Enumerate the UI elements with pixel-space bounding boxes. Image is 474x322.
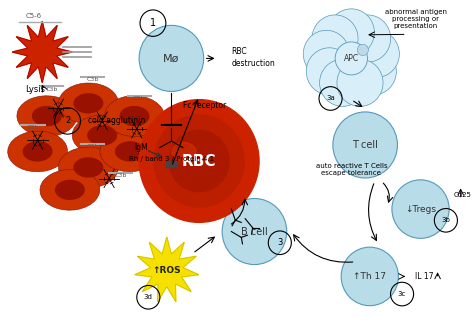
Ellipse shape	[306, 48, 352, 95]
Text: Lysis: Lysis	[25, 85, 46, 94]
Text: Rh / band 3 / Protein 4.1: Rh / band 3 / Protein 4.1	[129, 156, 214, 162]
Text: 3d: 3d	[144, 294, 153, 300]
Text: cold agglutinin: cold agglutinin	[88, 117, 146, 126]
Text: abnormal antigen
processing or
presentation: abnormal antigen processing or presentat…	[385, 9, 447, 29]
Ellipse shape	[139, 25, 204, 91]
Text: C3b: C3b	[27, 125, 39, 130]
Ellipse shape	[312, 15, 358, 62]
Text: APC: APC	[344, 54, 359, 63]
Text: B cell: B cell	[241, 227, 268, 237]
Text: destruction: destruction	[231, 60, 275, 68]
Text: C3b: C3b	[114, 173, 127, 178]
Ellipse shape	[23, 141, 53, 162]
Ellipse shape	[87, 125, 117, 146]
Ellipse shape	[333, 112, 398, 178]
Text: 3a: 3a	[326, 96, 335, 101]
Ellipse shape	[335, 42, 367, 75]
Ellipse shape	[357, 44, 368, 56]
Text: C5-6: C5-6	[26, 13, 42, 19]
Ellipse shape	[154, 115, 244, 207]
Ellipse shape	[105, 96, 164, 137]
Ellipse shape	[55, 180, 85, 200]
Ellipse shape	[350, 48, 396, 95]
Ellipse shape	[353, 30, 400, 78]
Ellipse shape	[345, 15, 391, 62]
Ellipse shape	[8, 131, 67, 172]
Text: Mø: Mø	[163, 53, 180, 63]
Bar	[166, 161, 177, 167]
Text: auto reactive T Cells
escape tolerance: auto reactive T Cells escape tolerance	[316, 163, 387, 175]
Text: IgM: IgM	[135, 143, 148, 152]
Ellipse shape	[72, 115, 132, 156]
Text: ↓Tregs: ↓Tregs	[405, 204, 436, 213]
Text: 3b: 3b	[441, 217, 450, 223]
Text: C3b: C3b	[133, 96, 146, 101]
Ellipse shape	[341, 247, 398, 306]
Ellipse shape	[328, 9, 374, 56]
Ellipse shape	[337, 59, 383, 106]
Text: IL 17: IL 17	[414, 272, 433, 281]
Text: ↑ROS: ↑ROS	[153, 266, 181, 275]
Ellipse shape	[119, 106, 149, 126]
Text: RBC: RBC	[182, 154, 216, 168]
Ellipse shape	[222, 198, 287, 265]
Text: Cd25: Cd25	[454, 192, 472, 198]
Ellipse shape	[73, 157, 103, 177]
Ellipse shape	[139, 99, 259, 223]
Ellipse shape	[172, 143, 196, 161]
Text: 2: 2	[65, 117, 70, 126]
Polygon shape	[12, 21, 72, 83]
Ellipse shape	[73, 93, 103, 113]
Ellipse shape	[40, 169, 100, 210]
Text: 3c: 3c	[398, 291, 406, 297]
Text: 1: 1	[150, 18, 156, 28]
Text: 3: 3	[277, 238, 283, 247]
Text: C3b: C3b	[87, 144, 99, 149]
Polygon shape	[135, 237, 199, 302]
Ellipse shape	[303, 30, 349, 78]
Ellipse shape	[17, 96, 77, 137]
Text: Fc receptor: Fc receptor	[183, 101, 226, 110]
Ellipse shape	[100, 131, 160, 172]
Ellipse shape	[319, 59, 366, 106]
Ellipse shape	[58, 83, 118, 124]
Ellipse shape	[58, 147, 118, 188]
Text: T cell: T cell	[352, 140, 378, 150]
Text: C3b: C3b	[87, 77, 99, 82]
Text: ↑Th 17: ↑Th 17	[353, 272, 386, 281]
Ellipse shape	[392, 180, 449, 238]
Ellipse shape	[32, 106, 62, 126]
Text: C3b: C3b	[45, 87, 58, 92]
Text: RBC: RBC	[231, 47, 247, 56]
Ellipse shape	[169, 130, 229, 192]
Ellipse shape	[115, 141, 145, 162]
